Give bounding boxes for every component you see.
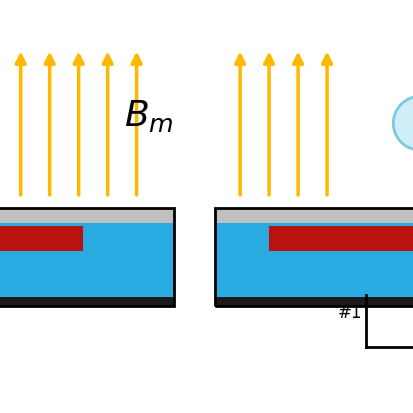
Bar bbox=[215, 297, 413, 306]
Bar bbox=[215, 223, 413, 297]
Bar bbox=[215, 209, 413, 223]
Bar bbox=[268, 226, 405, 251]
Circle shape bbox=[392, 97, 413, 151]
Bar bbox=[401, 226, 413, 251]
Text: #1: #1 bbox=[337, 303, 361, 321]
Bar bbox=[0, 209, 173, 306]
Bar bbox=[215, 209, 413, 306]
Text: $\mathit{B}_\mathit{m}$: $\mathit{B}_\mathit{m}$ bbox=[124, 98, 173, 133]
Bar bbox=[0, 226, 83, 251]
Bar bbox=[0, 223, 173, 297]
Bar bbox=[0, 297, 173, 306]
Bar bbox=[0, 209, 173, 223]
